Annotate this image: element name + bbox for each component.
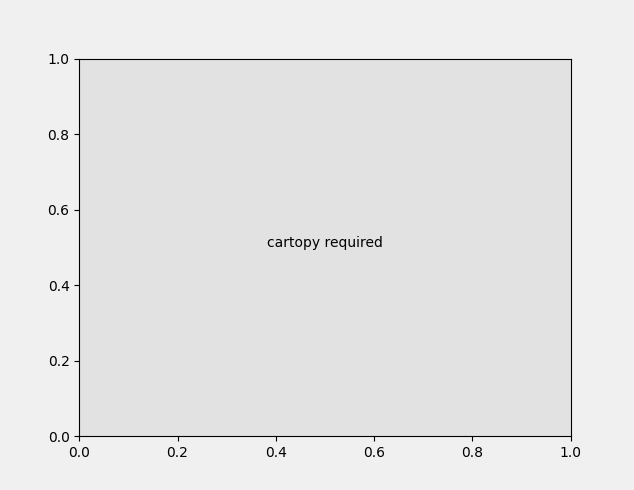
Text: cartopy required: cartopy required bbox=[267, 237, 383, 250]
